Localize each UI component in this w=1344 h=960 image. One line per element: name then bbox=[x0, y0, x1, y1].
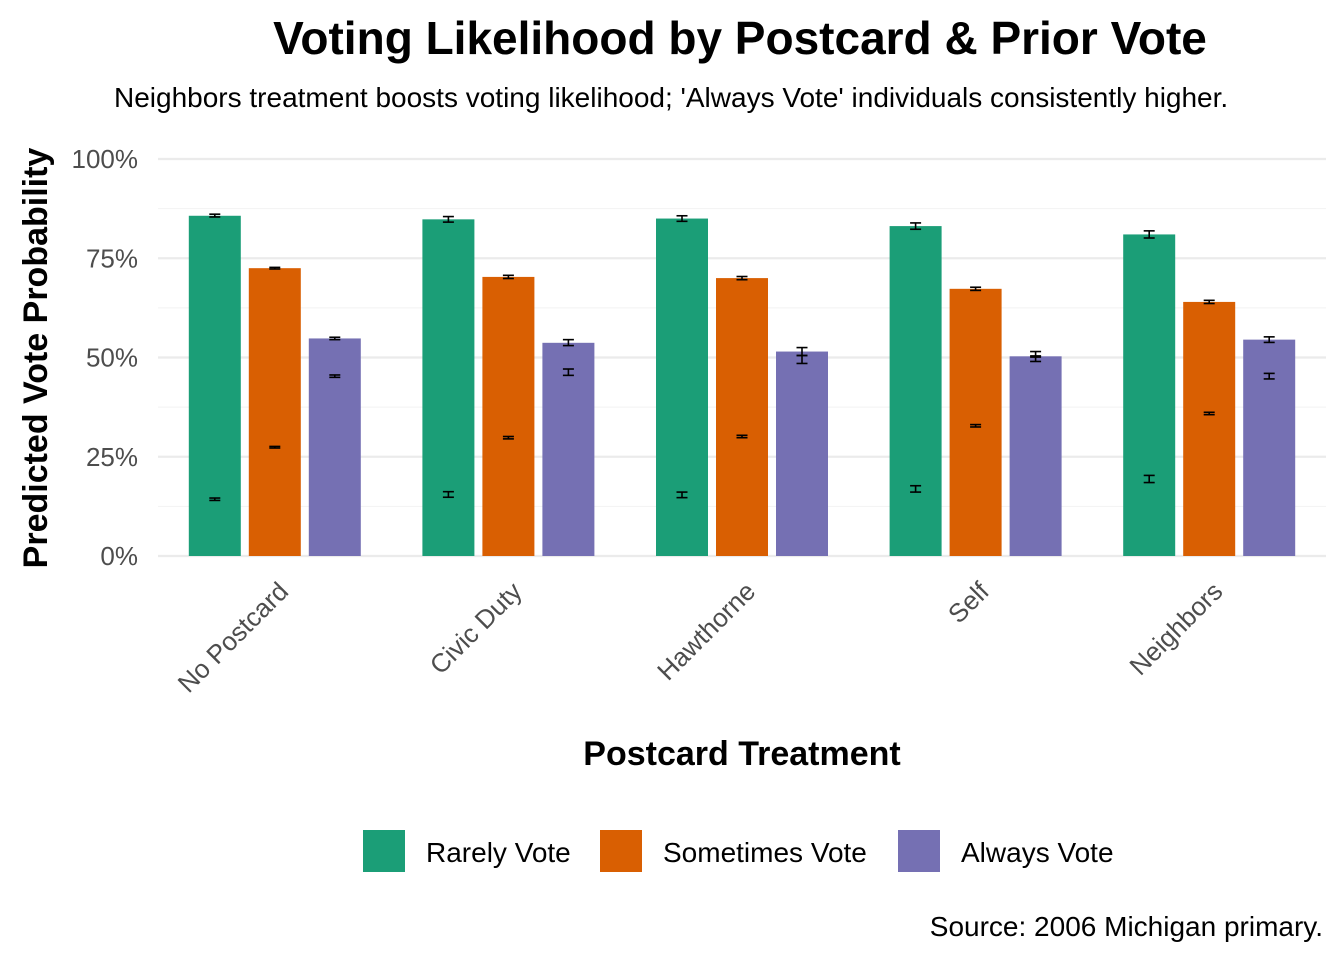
bar-rarely-vote-no-postcard bbox=[188, 215, 241, 556]
errorbar-always-vote bbox=[1030, 355, 1042, 363]
errorbar-sometimes-vote bbox=[970, 286, 982, 292]
errorbar-sometimes-vote bbox=[502, 274, 514, 280]
x-tick-label: Hawthorne bbox=[651, 576, 761, 686]
legend-swatch bbox=[898, 830, 940, 872]
legend-item-always-vote: Always Vote bbox=[898, 830, 1114, 872]
y-tick-label: 25% bbox=[86, 442, 138, 472]
y-axis-title: Predicted Vote Probability bbox=[17, 148, 55, 569]
errorbar-always-vote bbox=[329, 374, 341, 379]
legend-label: Rarely Vote bbox=[426, 837, 571, 868]
errorbar-rarely-vote bbox=[1143, 230, 1155, 239]
errorbar-rarely-vote bbox=[1143, 474, 1155, 484]
errorbar-always-vote bbox=[562, 368, 574, 377]
error-bars bbox=[209, 213, 1275, 502]
bar-always-vote-hawthorne bbox=[776, 351, 828, 556]
legend: Rarely Vote Sometimes Vote Always Vote bbox=[363, 830, 1114, 872]
errorbar-sometimes-vote bbox=[502, 435, 514, 440]
errorbar-always-vote bbox=[796, 354, 808, 365]
bar-always-vote-civic-duty bbox=[542, 342, 595, 556]
y-tick-label: 75% bbox=[86, 243, 138, 273]
errorbar-sometimes-vote bbox=[269, 445, 281, 449]
legend-label: Sometimes Vote bbox=[663, 837, 867, 868]
x-axis-ticks: No Postcard Civic Duty Hawthorne Self Neighb… bbox=[172, 575, 1229, 698]
chart-caption: Source: 2006 Michigan primary. bbox=[930, 911, 1323, 942]
errorbar-sometimes-vote bbox=[736, 434, 748, 439]
errorbar-rarely-vote bbox=[910, 484, 922, 493]
errorbar-rarely-vote bbox=[442, 215, 454, 223]
y-axis-ticks: 0% 25% 50% 75% 100% bbox=[72, 144, 139, 571]
errorbar-sometimes-vote bbox=[970, 423, 982, 428]
errorbar-rarely-vote bbox=[209, 497, 221, 502]
errorbar-sometimes-vote bbox=[269, 266, 281, 270]
legend-swatch bbox=[363, 830, 405, 872]
x-tick-label: Civic Duty bbox=[424, 576, 528, 680]
bar-rarely-vote-self bbox=[889, 226, 942, 556]
errorbar-always-vote bbox=[1263, 336, 1275, 344]
bars bbox=[188, 215, 1296, 557]
y-tick-label: 0% bbox=[100, 541, 138, 571]
errorbar-sometimes-vote bbox=[1203, 411, 1215, 416]
bar-sometimes-vote-no-postcard bbox=[248, 268, 301, 556]
errorbar-sometimes-vote bbox=[736, 275, 748, 281]
errorbar-sometimes-vote bbox=[1203, 299, 1215, 305]
legend-item-rarely-vote: Rarely Vote bbox=[363, 830, 571, 872]
x-axis-title: Postcard Treatment bbox=[583, 735, 900, 773]
legend-label: Always Vote bbox=[961, 837, 1114, 868]
errorbar-always-vote bbox=[562, 338, 574, 347]
bar-sometimes-vote-self bbox=[949, 288, 1002, 556]
legend-item-sometimes-vote: Sometimes Vote bbox=[600, 830, 867, 872]
y-tick-label: 50% bbox=[86, 343, 138, 373]
bar-always-vote-neighbors bbox=[1243, 339, 1296, 556]
errorbar-rarely-vote bbox=[676, 491, 688, 499]
errorbar-rarely-vote bbox=[442, 490, 454, 499]
chart-subtitle: Neighbors treatment boosts voting likeli… bbox=[114, 82, 1228, 113]
y-tick-label: 100% bbox=[72, 144, 139, 174]
x-tick-label: Neighbors bbox=[1123, 576, 1228, 681]
bar-sometimes-vote-hawthorne bbox=[716, 278, 768, 556]
bar-rarely-vote-hawthorne bbox=[656, 218, 708, 557]
legend-swatch bbox=[600, 830, 642, 872]
errorbar-rarely-vote bbox=[676, 214, 688, 223]
x-tick-label: No Postcard bbox=[172, 576, 294, 698]
bar-rarely-vote-civic-duty bbox=[422, 219, 475, 556]
errorbar-rarely-vote bbox=[910, 222, 922, 231]
errorbar-always-vote bbox=[329, 336, 341, 341]
bar-sometimes-vote-neighbors bbox=[1183, 301, 1236, 556]
bar-always-vote-self bbox=[1009, 356, 1062, 556]
bar-always-vote-no-postcard bbox=[308, 338, 361, 556]
errorbar-rarely-vote bbox=[209, 213, 221, 218]
errorbar-always-vote bbox=[1263, 372, 1275, 380]
chart-title: Voting Likelihood by Postcard & Prior Vo… bbox=[273, 12, 1207, 64]
bar-sometimes-vote-civic-duty bbox=[482, 276, 535, 556]
bar-rarely-vote-neighbors bbox=[1123, 234, 1176, 556]
x-tick-label: Self bbox=[942, 575, 995, 628]
